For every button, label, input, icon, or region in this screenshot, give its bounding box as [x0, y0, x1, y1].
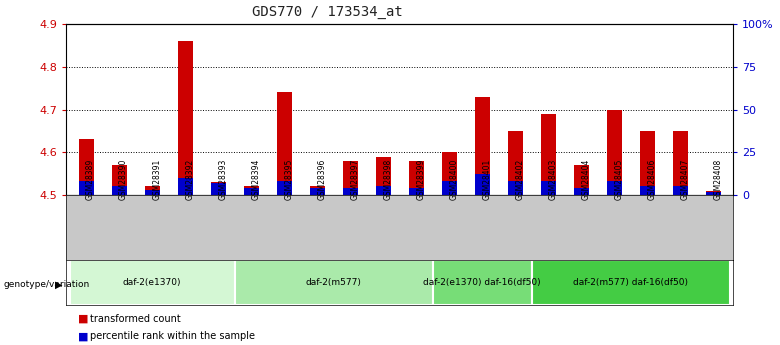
Bar	[441, 152, 457, 195]
Bar	[574, 188, 589, 195]
Bar	[508, 131, 523, 195]
Text: GSM28390: GSM28390	[119, 159, 128, 200]
Text: GSM28405: GSM28405	[615, 159, 623, 200]
Text: GSM28404: GSM28404	[581, 159, 590, 200]
Bar	[532, 260, 730, 305]
Text: daf-2(m577) daf-16(df50): daf-2(m577) daf-16(df50)	[573, 278, 689, 287]
Bar	[475, 97, 490, 195]
Bar	[441, 181, 457, 195]
Text: daf-2(m577): daf-2(m577)	[306, 278, 362, 287]
Bar	[409, 188, 424, 195]
Bar	[277, 92, 292, 195]
Text: GSM28397: GSM28397	[350, 159, 360, 200]
Text: ■: ■	[78, 314, 88, 324]
Text: GSM28408: GSM28408	[714, 159, 722, 200]
Bar	[342, 188, 358, 195]
Bar	[244, 188, 259, 195]
Text: GSM28398: GSM28398	[383, 159, 392, 200]
Bar	[342, 161, 358, 195]
Bar	[376, 157, 391, 195]
Bar	[640, 186, 654, 195]
Bar	[409, 161, 424, 195]
Bar	[145, 190, 160, 195]
Text: daf-2(e1370) daf-16(df50): daf-2(e1370) daf-16(df50)	[424, 278, 541, 287]
Bar	[178, 41, 193, 195]
Bar	[211, 182, 225, 195]
Text: GSM28395: GSM28395	[284, 159, 293, 200]
Text: GSM28392: GSM28392	[185, 159, 194, 200]
Bar	[310, 186, 324, 195]
Bar	[69, 260, 235, 305]
Bar	[607, 181, 622, 195]
Bar	[211, 183, 225, 195]
Text: GSM28391: GSM28391	[152, 159, 161, 200]
Bar	[574, 165, 589, 195]
Bar	[706, 191, 721, 195]
Text: GSM28396: GSM28396	[317, 159, 326, 200]
Text: GSM28399: GSM28399	[417, 159, 425, 200]
Bar	[112, 165, 126, 195]
Bar	[244, 186, 259, 195]
Text: transformed count: transformed count	[90, 314, 180, 324]
Bar	[277, 181, 292, 195]
Bar	[235, 260, 433, 305]
Text: GSM28389: GSM28389	[86, 159, 95, 200]
Bar	[112, 186, 126, 195]
Bar	[607, 109, 622, 195]
Text: GSM28394: GSM28394	[251, 159, 261, 200]
Text: GSM28393: GSM28393	[218, 159, 227, 200]
Bar	[640, 131, 654, 195]
Bar	[475, 175, 490, 195]
Bar	[79, 139, 94, 195]
Text: GSM28403: GSM28403	[548, 159, 558, 200]
Text: daf-2(e1370): daf-2(e1370)	[123, 278, 182, 287]
Bar	[673, 131, 688, 195]
Bar	[145, 186, 160, 195]
Bar	[706, 191, 721, 195]
Bar	[541, 181, 555, 195]
Text: genotype/variation: genotype/variation	[4, 280, 90, 289]
Text: GDS770 / 173534_at: GDS770 / 173534_at	[252, 5, 403, 19]
Text: GSM28400: GSM28400	[449, 159, 459, 200]
Bar	[376, 186, 391, 195]
Bar	[310, 188, 324, 195]
Bar	[673, 186, 688, 195]
Bar	[178, 178, 193, 195]
Bar	[433, 260, 532, 305]
Text: GSM28401: GSM28401	[482, 159, 491, 200]
Text: ■: ■	[78, 332, 88, 341]
Bar	[508, 181, 523, 195]
Bar	[541, 114, 555, 195]
Text: GSM28402: GSM28402	[516, 159, 524, 200]
Bar	[79, 181, 94, 195]
Text: GSM28406: GSM28406	[647, 159, 656, 200]
Text: ▶: ▶	[55, 280, 62, 289]
Text: percentile rank within the sample: percentile rank within the sample	[90, 332, 255, 341]
Text: GSM28407: GSM28407	[680, 159, 690, 200]
